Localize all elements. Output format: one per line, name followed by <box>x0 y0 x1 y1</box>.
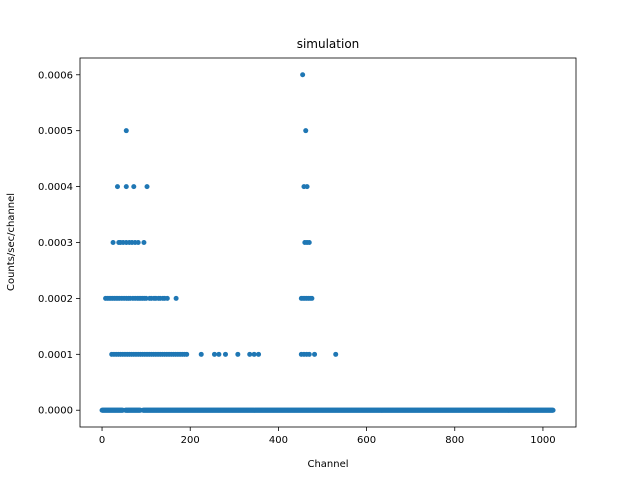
data-point <box>306 351 312 357</box>
data-point <box>173 295 179 301</box>
data-point <box>247 351 253 357</box>
data-point <box>123 128 129 134</box>
y-tick-label: 0.0000 <box>38 406 73 417</box>
x-tick-label: 400 <box>269 435 288 446</box>
x-tick-label: 200 <box>181 435 200 446</box>
x-axis-title: Channel <box>307 459 348 470</box>
y-tick-label: 0.0004 <box>38 182 73 193</box>
data-point <box>144 184 150 190</box>
data-point <box>164 295 170 301</box>
data-point <box>300 72 306 78</box>
chart-title: simulation <box>297 37 360 51</box>
y-tick-label: 0.0006 <box>38 70 73 81</box>
data-point <box>333 351 339 357</box>
data-point <box>143 295 149 301</box>
data-point <box>184 351 190 357</box>
axes-frame <box>79 57 577 428</box>
data-point <box>550 407 556 413</box>
x-tick-label: 0 <box>99 435 105 446</box>
data-point <box>304 184 310 190</box>
x-tick-label: 1000 <box>530 435 555 446</box>
data-point <box>114 184 120 190</box>
data-point <box>198 351 204 357</box>
y-axis-title: Counts/sec/channel <box>6 193 17 291</box>
data-point <box>123 184 129 190</box>
data-point <box>216 351 222 357</box>
data-point <box>211 351 217 357</box>
data-point <box>251 351 257 357</box>
y-tick-label: 0.0003 <box>38 238 73 249</box>
data-point <box>256 351 262 357</box>
data-point <box>312 351 318 357</box>
y-tick-label: 0.0002 <box>38 294 73 305</box>
plot-area <box>99 72 556 413</box>
data-point <box>141 240 147 245</box>
data-point <box>110 240 116 245</box>
data-point <box>135 240 141 245</box>
x-tick-label: 600 <box>357 435 376 446</box>
data-point <box>235 351 241 357</box>
x-axis: 0 200 400 600 800 1000 <box>99 427 556 446</box>
data-point <box>222 351 228 357</box>
data-point <box>131 184 137 190</box>
y-tick-label: 0.0005 <box>38 126 73 137</box>
x-tick-label: 800 <box>445 435 464 446</box>
data-point <box>306 240 312 245</box>
data-point <box>303 128 309 134</box>
data-point <box>309 295 315 301</box>
y-tick-label: 0.0001 <box>38 350 73 361</box>
y-axis: 0.0000 0.0001 0.0002 0.0003 0.0004 0.0005 0.00… <box>38 70 80 417</box>
